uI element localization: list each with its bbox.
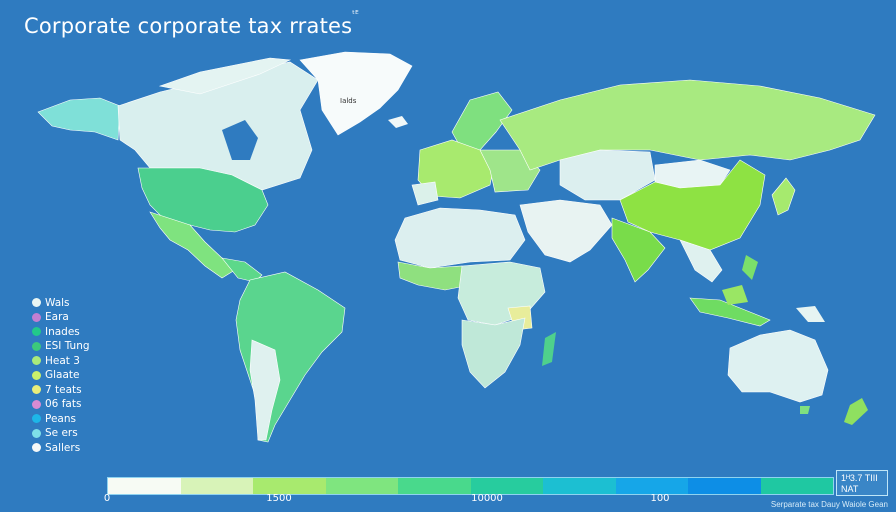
scale-tick: 10000 [471, 493, 503, 504]
scale-tick: 0 [103, 493, 111, 504]
scale-segment [180, 478, 253, 494]
region-india[interactable] [611, 217, 666, 283]
region-philippines[interactable] [742, 255, 758, 280]
legend-label: Glaate [45, 369, 80, 382]
legend-label: Se ers [45, 427, 78, 440]
legend-label: Sallers [45, 441, 81, 454]
legend-label: Eara [45, 311, 69, 324]
scale-ticks: 0 1500 10000 100 [0, 493, 896, 507]
legend-item: 7 teats [32, 383, 90, 397]
legend-item: Glaate [32, 369, 90, 383]
svg-text:Ialds: Ialds [340, 97, 357, 105]
map-title: Corporate corporate tax rratesᵗᴱ [24, 10, 359, 38]
legend-swatch [32, 428, 41, 438]
legend-item: Eara [32, 311, 90, 325]
legend-item: Wals [32, 296, 90, 310]
region-central-africa[interactable] [457, 261, 546, 326]
legend-label: Heat 3 [45, 354, 80, 367]
legend-swatch [32, 399, 41, 409]
region-tasmania[interactable] [800, 406, 810, 414]
region-southern-africa[interactable] [461, 317, 526, 389]
legend-swatch [32, 327, 41, 337]
region-indonesia[interactable] [689, 297, 771, 327]
region-hudson[interactable] [222, 120, 258, 160]
region-greenland[interactable] [299, 51, 413, 136]
region-new-zealand[interactable] [844, 398, 868, 425]
region-mongolia[interactable] [654, 159, 731, 189]
region-southern-cone[interactable] [249, 339, 281, 441]
legend-item: Se ers [32, 427, 90, 441]
legend-item: Peans [32, 412, 90, 426]
legend-label: 06 fats [45, 398, 82, 411]
scale-segment [688, 478, 761, 494]
scale-segment [325, 478, 398, 494]
legend-item: 06 fats [32, 398, 90, 412]
region-iberia[interactable] [411, 181, 439, 206]
legend-item: Sallers [32, 441, 90, 455]
legend-swatch [32, 356, 41, 366]
scale-segment [615, 478, 688, 494]
scale-segment [253, 478, 326, 494]
scale-segment [470, 478, 543, 494]
legend-label: Peans [45, 412, 76, 425]
scale-segment [108, 478, 181, 494]
scale-segment [543, 478, 616, 494]
legend-swatch [32, 298, 41, 308]
region-southeast-asia[interactable] [679, 239, 723, 283]
legend-label: 7 teats [45, 383, 82, 396]
region-madagascar[interactable] [542, 332, 556, 366]
legend-label: Wals [45, 296, 70, 309]
region-middle-east[interactable] [519, 199, 613, 263]
legend-item: Heat 3 [32, 354, 90, 368]
scale-info-line1: 1ᴴ3.7 TIII [841, 473, 878, 483]
map-title-text: Corporate corporate tax rrates [24, 14, 353, 38]
legend-item: Inades [32, 325, 90, 339]
source-note: Serparate tax Dauy Waiole Gean [770, 500, 888, 509]
region-iceland[interactable] [388, 116, 408, 128]
scale-info-line2: NAT [841, 484, 859, 494]
legend-swatch [32, 385, 41, 395]
region-japan[interactable] [771, 177, 796, 216]
scale-info-box: 1ᴴ3.7 TIII NAT [836, 470, 888, 496]
scale-tick: 100 [650, 493, 670, 504]
legend-label: Inades [45, 325, 80, 338]
legend-swatch [32, 414, 41, 424]
legend-swatch [32, 443, 41, 453]
region-australia[interactable] [727, 329, 829, 403]
region-alaska[interactable] [37, 97, 121, 141]
color-scale-bar [107, 477, 834, 495]
region-russia[interactable] [499, 79, 876, 171]
title-mark: ᵗᴱ [352, 10, 359, 20]
legend-swatch [32, 370, 41, 380]
scale-segment [760, 478, 833, 494]
legend-label: ESI Tung [45, 340, 90, 353]
legend-swatch [32, 341, 41, 351]
legend-swatch [32, 312, 41, 322]
legend-item: ESI Tung [32, 340, 90, 354]
scale-tick: 1500 [266, 493, 292, 504]
region-central-asia[interactable] [559, 149, 656, 201]
region-canada-islands[interactable] [158, 57, 292, 95]
scale-segment [398, 478, 471, 494]
region-png[interactable] [796, 306, 825, 322]
region-mexico[interactable] [149, 211, 236, 279]
region-borneo[interactable] [722, 285, 748, 305]
region-west-africa[interactable] [397, 261, 471, 291]
region-north-africa[interactable] [394, 207, 526, 269]
map-legend: Wals Eara Inades ESI Tung Heat 3 Glaate … [32, 296, 90, 455]
region-usa[interactable] [137, 167, 269, 233]
